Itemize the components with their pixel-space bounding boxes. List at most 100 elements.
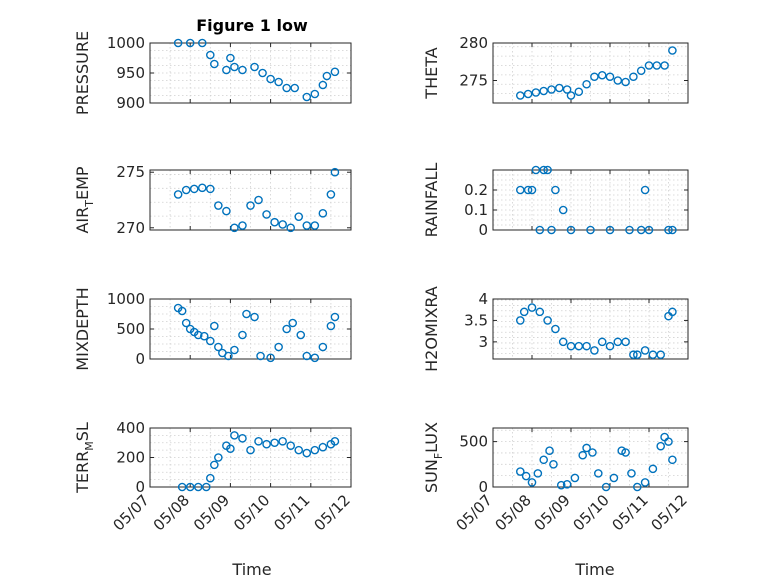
axes-frame: [492, 169, 689, 231]
data-point: [177, 482, 187, 492]
x-axis-label-left: Time: [231, 560, 271, 579]
y-axis-label: RAINFALL: [422, 163, 441, 238]
data-point: [516, 91, 525, 100]
data-point: [230, 223, 239, 233]
data-point: [222, 206, 231, 216]
y-tick-label: 500: [459, 433, 488, 451]
data-point: [181, 318, 191, 328]
data-point: [173, 190, 183, 199]
data-point: [527, 478, 537, 487]
data-point: [310, 353, 320, 363]
data-point: [582, 443, 591, 453]
axes-frame: [492, 298, 689, 360]
data-point: [238, 221, 247, 230]
data-point: [636, 66, 646, 76]
data-point: [290, 83, 300, 93]
y-axis-label: AIRTEMP: [73, 166, 96, 233]
x-tick-label: 05/10: [570, 491, 613, 534]
y-tick-label: 200: [116, 449, 145, 467]
data-point: [527, 303, 537, 312]
data-point: [201, 482, 211, 492]
data-point: [214, 342, 223, 352]
data-point: [605, 225, 615, 235]
y-axis-label: TERRMSL: [73, 422, 96, 494]
data-point: [330, 312, 340, 322]
data-point: [640, 346, 650, 355]
data-point: [640, 185, 650, 195]
data-point: [302, 92, 312, 102]
data-point: [250, 312, 259, 322]
y-axis-label: THETA: [422, 47, 441, 99]
data-point: [238, 330, 247, 340]
y-tick-label: 950: [116, 64, 145, 82]
data-point: [566, 91, 576, 100]
data-point: [574, 87, 584, 97]
data-point: [566, 225, 576, 235]
data-point: [609, 473, 619, 483]
data-point: [262, 210, 271, 219]
data-point: [551, 185, 560, 195]
data-point: [521, 471, 531, 481]
data-point: [318, 80, 328, 90]
data-point: [539, 165, 549, 175]
data-point: [668, 455, 677, 465]
data-point: [189, 184, 199, 194]
data-point: [555, 83, 564, 93]
y-tick-label: 4: [478, 290, 488, 308]
data-point: [633, 482, 642, 492]
data-point: [193, 330, 203, 340]
data-point: [597, 337, 607, 347]
y-tick-label: 1000: [107, 290, 145, 308]
data-point: [523, 185, 533, 195]
data-point: [210, 59, 219, 69]
data-point: [648, 350, 658, 360]
data-point: [660, 432, 669, 442]
data-point: [197, 38, 207, 48]
y-axis-label: MIXDEPTH: [73, 287, 92, 370]
y-tick-label: 275: [459, 72, 488, 90]
data-point: [629, 350, 638, 360]
data-point: [660, 61, 669, 70]
panel-h2omixra: 3 3.5 4 H2OMIXRA: [422, 286, 689, 372]
data-point: [286, 441, 296, 451]
data-point: [330, 67, 340, 77]
data-point: [185, 38, 195, 48]
data-point: [527, 185, 537, 195]
data-point: [558, 205, 568, 215]
data-point: [193, 482, 203, 492]
data-point: [230, 345, 239, 355]
data-point: [519, 307, 529, 317]
data-point: [621, 448, 630, 457]
y-tick-label: 0: [478, 478, 488, 496]
y-axis-label: H2OMIXRA: [422, 286, 441, 372]
data-point: [310, 445, 320, 455]
y-tick-label: 0: [135, 478, 145, 496]
panel-pressure: 900 950 1000 PRESSURE: [73, 31, 352, 115]
data-point: [181, 185, 191, 195]
data-point: [246, 201, 255, 210]
data-point: [224, 351, 233, 361]
x-axis-label-right: Time: [574, 560, 614, 579]
data-point: [242, 309, 251, 319]
data-point: [586, 225, 595, 235]
data-point: [173, 38, 183, 48]
data-point: [278, 436, 287, 446]
data-point: [516, 467, 525, 476]
data-point: [282, 324, 291, 334]
data-point: [205, 336, 215, 346]
data-point: [547, 85, 556, 94]
x-tick-label: 05/10: [230, 491, 273, 534]
y-tick-label: 0: [478, 221, 488, 239]
data-point: [664, 225, 673, 235]
data-point: [288, 318, 298, 328]
data-point: [302, 221, 312, 230]
data-point: [294, 445, 304, 455]
data-point: [210, 460, 219, 470]
data-point: [543, 316, 552, 325]
y-tick-label: 0.2: [464, 181, 488, 199]
data-point: [547, 225, 556, 235]
data-point: [629, 72, 638, 82]
data-point: [562, 479, 572, 489]
data-point: [590, 72, 599, 82]
